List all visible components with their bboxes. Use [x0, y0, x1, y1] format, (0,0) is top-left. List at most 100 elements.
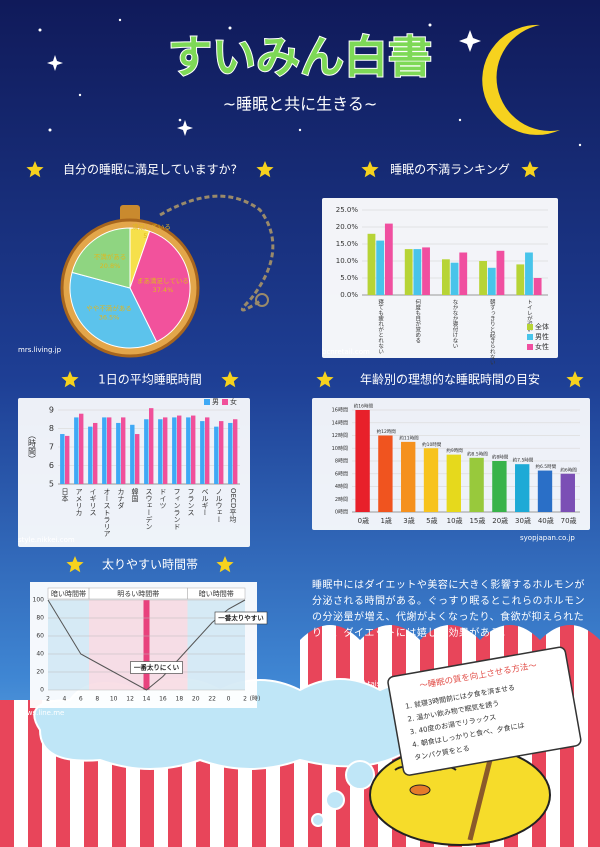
y-tick-label: 60	[36, 633, 44, 640]
y-tick-label: 15.0%	[336, 240, 359, 248]
star	[216, 556, 234, 573]
subtitle: ~睡眠と共に生きる~	[223, 95, 378, 114]
bar	[450, 262, 459, 295]
x-tick-label: 2	[46, 696, 50, 703]
y-tick-label: 9	[49, 406, 54, 415]
x-tick-label: フィンランド	[173, 488, 181, 530]
bar	[496, 250, 505, 295]
x-tick-label: 寝ても疲れがとれない	[377, 298, 384, 355]
slice-label: まあ満足している	[137, 277, 189, 285]
bar	[186, 417, 191, 484]
annotation-box	[130, 661, 183, 674]
pie-slice	[71, 227, 131, 289]
x-tick-label: ノルウェー	[215, 488, 223, 523]
value-label: 約8.5時間	[467, 450, 488, 457]
x-tick-label: カナダ	[117, 488, 125, 509]
bar	[163, 417, 168, 484]
x-tick-label: ドイツ	[159, 488, 167, 509]
bar	[214, 426, 219, 484]
legend-swatch	[204, 399, 210, 405]
value-label: 約9時間	[446, 447, 463, 454]
bar	[404, 249, 413, 295]
y-tick-label: 14時間	[332, 420, 348, 426]
bar	[515, 464, 530, 512]
bar	[422, 247, 430, 295]
band-label: 暗い時間帯	[51, 589, 86, 598]
x-tick-label: 5歳	[426, 516, 437, 525]
annotation: 一番太りにくい	[134, 663, 180, 672]
bar	[441, 259, 450, 295]
value-label: 約7.5時間	[513, 457, 534, 464]
bar	[233, 419, 238, 484]
x-tick-label: 40歳	[538, 516, 554, 525]
bar	[459, 252, 468, 295]
legend-label: 男	[212, 398, 219, 406]
bar	[172, 417, 177, 484]
bar	[135, 434, 140, 484]
x-tick-label: 14	[143, 696, 151, 703]
annotation: 一番太りやすい	[218, 613, 264, 622]
y-tick-label: 6時間	[335, 471, 348, 477]
star	[361, 161, 379, 178]
bar	[469, 457, 484, 512]
y-tick-label: 0時間	[335, 510, 348, 516]
x-tick-label: トイレが近い	[526, 299, 533, 332]
y-tick-label: 8	[49, 424, 54, 433]
legend-swatch	[527, 344, 533, 350]
bar	[121, 417, 126, 484]
x-tick-label: 15歳	[469, 516, 485, 525]
y-tick-label: 0.0%	[340, 291, 358, 299]
chart-title: 自分の睡眠に満足していますか?	[63, 163, 237, 177]
bar	[537, 470, 553, 512]
source: news.line.me	[18, 709, 64, 717]
y-tick-label: 40	[36, 651, 44, 658]
star	[521, 161, 539, 178]
bar	[149, 408, 154, 484]
legend-label: 男性	[535, 332, 549, 341]
x-tick-label: なかなか寝付けない	[452, 299, 459, 349]
x-tick-label: 1歳	[380, 516, 391, 525]
annotation-box	[214, 611, 268, 625]
x-tick-label: 4	[63, 696, 67, 703]
legend-swatch	[527, 334, 533, 340]
slice-value: 37.4%	[153, 286, 174, 294]
legend-swatch	[527, 324, 533, 330]
bar	[376, 240, 385, 295]
bar	[560, 473, 575, 512]
star	[26, 161, 44, 178]
bar	[446, 454, 461, 512]
bar	[107, 417, 112, 484]
star	[66, 556, 84, 573]
x-tick-label: OECD平均	[229, 488, 237, 523]
bar	[516, 264, 525, 295]
source: mrs.living.jp	[18, 346, 62, 354]
highlight	[143, 600, 150, 690]
band-header	[187, 587, 246, 600]
pie-slice	[69, 271, 158, 349]
bar	[384, 223, 393, 295]
x-tick-label: 日本	[61, 488, 69, 503]
bar	[74, 417, 79, 484]
bar	[487, 267, 496, 295]
y-tick-label: 20.0%	[336, 223, 359, 231]
pie-slice	[129, 230, 191, 343]
bar	[144, 419, 149, 484]
x-tick-label: 20歳	[492, 516, 508, 525]
bar	[479, 261, 487, 295]
x-tick-label: フランス	[187, 488, 195, 516]
legend-label: 女性	[535, 342, 549, 351]
value-label: 約6時間	[560, 466, 577, 473]
chart-title: 1日の平均睡眠時間	[98, 373, 202, 387]
title: すいみん白書	[168, 32, 432, 83]
bar	[60, 434, 65, 484]
x-tick-label: 10	[110, 696, 118, 703]
bar	[158, 419, 163, 484]
x-tick-label: 20	[192, 696, 200, 703]
y-tick-label: 4時間	[335, 484, 348, 490]
time-band	[89, 600, 188, 690]
value-label: 約16時間	[354, 403, 374, 410]
body-text: 睡眠中にはダイエットや美容に大きく影響するホルモンが分泌される時間がある。ぐっす…	[312, 580, 585, 639]
x-tick-label: 3歳	[403, 516, 414, 525]
line	[47, 599, 246, 691]
